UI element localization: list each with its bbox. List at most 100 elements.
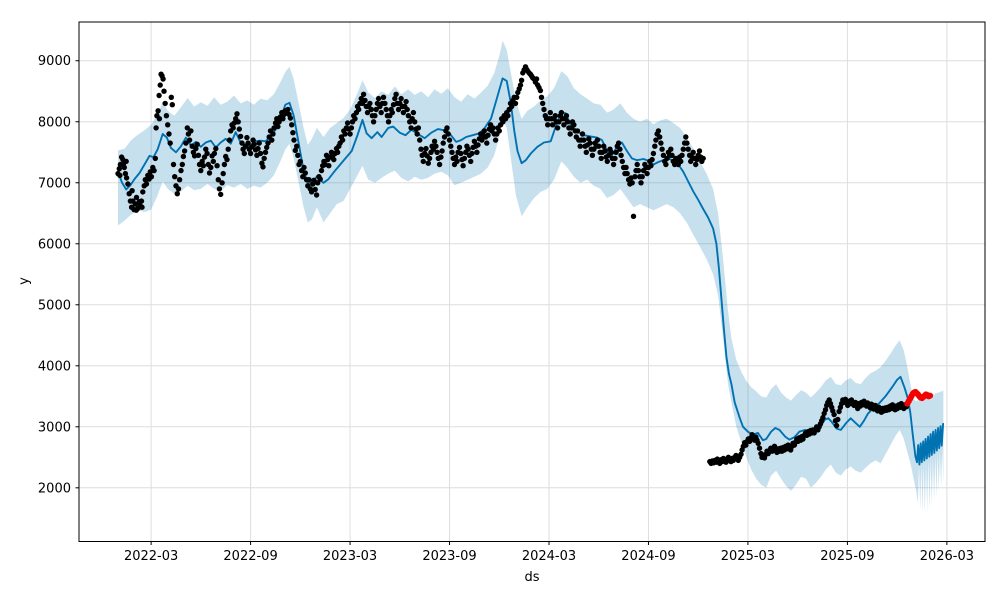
actual-point bbox=[545, 122, 551, 128]
actual-point bbox=[490, 125, 496, 131]
actual-point bbox=[176, 177, 183, 183]
actual-point bbox=[312, 186, 318, 193]
actual-point bbox=[630, 213, 637, 219]
actual-point bbox=[270, 131, 276, 137]
actual-point bbox=[577, 143, 583, 149]
actual-point bbox=[264, 144, 270, 151]
actual-point bbox=[203, 146, 209, 152]
actual-point bbox=[658, 140, 664, 146]
actual-point bbox=[175, 186, 182, 192]
actual-point bbox=[596, 143, 602, 149]
actual-point bbox=[623, 164, 629, 171]
actual-point bbox=[564, 119, 571, 125]
actual-point bbox=[295, 152, 301, 158]
confidence-band bbox=[118, 40, 944, 514]
actual-point bbox=[538, 94, 545, 101]
actual-point bbox=[224, 156, 230, 163]
actual-point bbox=[579, 131, 586, 137]
actual-point bbox=[245, 140, 251, 146]
actual-point bbox=[436, 161, 443, 168]
actual-point bbox=[408, 125, 414, 131]
actual-point bbox=[602, 148, 608, 154]
actual-point bbox=[313, 192, 320, 198]
actual-point bbox=[260, 164, 266, 170]
actual-point bbox=[129, 188, 135, 194]
actual-point bbox=[485, 132, 491, 138]
actual-point bbox=[446, 137, 453, 143]
actual-point bbox=[123, 158, 129, 165]
actual-point bbox=[230, 125, 236, 131]
x-tick-label: 2025-09 bbox=[820, 549, 874, 564]
actual-point bbox=[679, 152, 685, 158]
actual-point bbox=[166, 131, 172, 137]
actual-point bbox=[444, 125, 450, 131]
actual-point bbox=[400, 109, 407, 116]
actual-point bbox=[635, 167, 642, 174]
actual-point bbox=[153, 125, 159, 131]
actual-point bbox=[684, 140, 690, 146]
actual-point bbox=[184, 125, 190, 131]
actual-point bbox=[669, 152, 675, 158]
actual-point bbox=[290, 130, 296, 136]
actual-point bbox=[756, 445, 763, 451]
actual-point bbox=[395, 106, 402, 113]
actual-point bbox=[755, 440, 761, 446]
actual-point bbox=[431, 138, 438, 144]
anomaly-point bbox=[926, 392, 934, 399]
actual-point bbox=[216, 186, 223, 192]
x-axis-label: ds bbox=[524, 570, 539, 585]
actual-point bbox=[368, 106, 374, 113]
actual-point bbox=[117, 172, 123, 179]
actual-point bbox=[331, 156, 337, 163]
actual-point bbox=[693, 161, 699, 168]
x-tick-label: 2023-09 bbox=[422, 549, 476, 564]
actual-point bbox=[660, 152, 667, 158]
actual-point bbox=[179, 161, 185, 168]
actual-point bbox=[441, 134, 448, 140]
actual-point bbox=[198, 167, 204, 174]
x-tick-label: 2024-09 bbox=[621, 549, 675, 564]
actual-point bbox=[554, 125, 561, 131]
actual-point bbox=[194, 141, 200, 147]
actual-point bbox=[469, 150, 475, 157]
actual-point bbox=[280, 116, 286, 122]
actual-point bbox=[604, 158, 610, 165]
y-tick-label: 6000 bbox=[38, 237, 71, 252]
actual-point bbox=[426, 155, 433, 162]
actual-point bbox=[509, 103, 515, 110]
actual-point bbox=[598, 155, 604, 162]
actual-point bbox=[123, 175, 130, 181]
actual-point bbox=[168, 94, 174, 101]
actual-point bbox=[448, 143, 454, 149]
actual-point bbox=[410, 109, 417, 116]
actual-point bbox=[155, 108, 161, 114]
actual-point bbox=[820, 414, 826, 421]
actual-point bbox=[275, 123, 281, 130]
actual-point bbox=[471, 138, 478, 144]
actual-point bbox=[226, 137, 233, 143]
actual-point bbox=[615, 140, 622, 146]
actual-point bbox=[694, 156, 700, 163]
actual-point bbox=[481, 128, 487, 134]
actual-point bbox=[505, 113, 511, 119]
actual-point bbox=[257, 150, 264, 157]
actual-point bbox=[214, 163, 220, 169]
actual-point bbox=[301, 164, 307, 171]
actual-point bbox=[563, 113, 570, 119]
actual-point bbox=[311, 177, 317, 183]
actual-point bbox=[586, 136, 592, 142]
actual-point bbox=[479, 137, 485, 143]
actual-point bbox=[163, 113, 170, 119]
actual-point bbox=[122, 170, 129, 177]
actual-point bbox=[398, 95, 404, 102]
actual-point bbox=[372, 113, 378, 119]
actual-point bbox=[583, 149, 589, 155]
actual-point bbox=[348, 125, 355, 131]
actual-point bbox=[440, 140, 446, 146]
x-tick-label: 2023-03 bbox=[323, 549, 377, 564]
plot-border bbox=[78, 21, 986, 542]
actual-point bbox=[318, 167, 325, 174]
actual-point bbox=[352, 116, 358, 122]
